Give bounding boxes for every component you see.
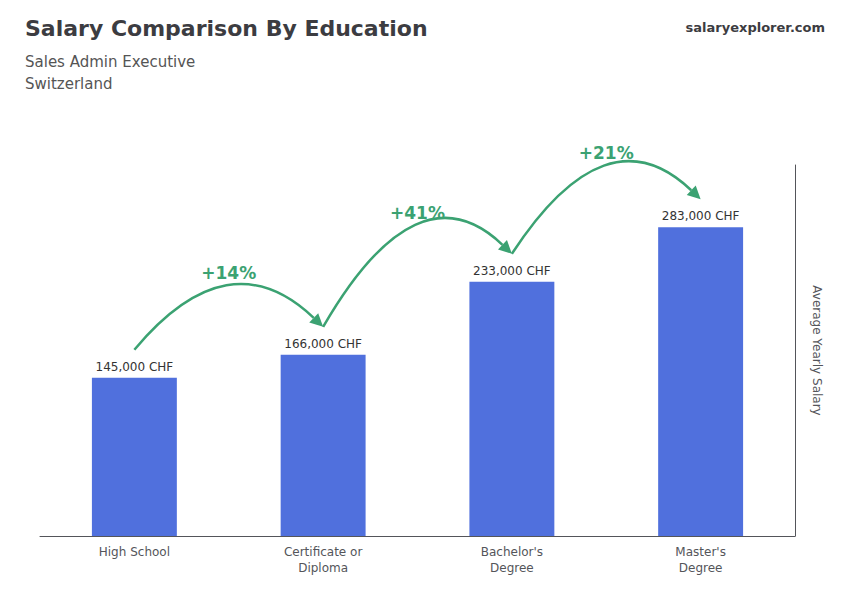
svg-text:Diploma: Diploma [298, 561, 348, 575]
svg-text:+14%: +14% [201, 263, 256, 283]
svg-text:Degree: Degree [490, 561, 534, 575]
svg-text:Average Yearly Salary: Average Yearly Salary [810, 285, 824, 415]
svg-text:233,000 CHF: 233,000 CHF [473, 264, 551, 278]
svg-text:283,000 CHF: 283,000 CHF [662, 209, 740, 223]
svg-text:Salary Comparison By Education: Salary Comparison By Education [25, 16, 428, 41]
svg-text:High School: High School [99, 545, 170, 559]
svg-text:Bachelor's: Bachelor's [481, 545, 543, 559]
svg-text:Sales Admin Executive: Sales Admin Executive [25, 53, 195, 71]
svg-text:166,000 CHF: 166,000 CHF [284, 337, 362, 351]
svg-text:+41%: +41% [390, 203, 445, 223]
svg-text:Certificate or: Certificate or [284, 545, 362, 559]
svg-text:Master's: Master's [675, 545, 726, 559]
svg-text:Switzerland: Switzerland [25, 75, 113, 93]
svg-text:salaryexplorer.com: salaryexplorer.com [686, 20, 825, 35]
svg-text:Degree: Degree [679, 561, 723, 575]
svg-text:145,000 CHF: 145,000 CHF [96, 360, 174, 374]
svg-text:+21%: +21% [579, 143, 634, 163]
